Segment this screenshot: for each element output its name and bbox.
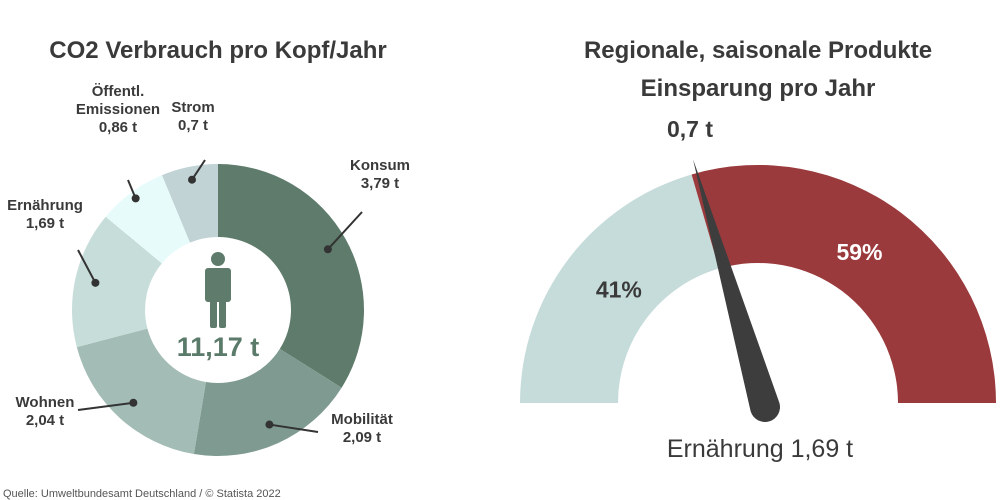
donut-leader-line-2 bbox=[77, 401, 134, 411]
donut-name-label-4: Öffentl. bbox=[92, 83, 145, 100]
gauge-percent-left: 41% bbox=[596, 277, 642, 303]
donut-name-label-0: Konsum bbox=[350, 157, 410, 174]
donut-title: CO2 Verbrauch pro Kopf/Jahr bbox=[49, 37, 386, 64]
donut-name-label-5: Strom bbox=[171, 99, 214, 116]
donut-value-label-3: 1,69 t bbox=[26, 215, 64, 232]
donut-name-label-2: Wohnen bbox=[16, 394, 75, 411]
gauge-title-line-1: Regionale, saisonale Produkte bbox=[584, 37, 932, 64]
donut-leader-dot-4 bbox=[131, 194, 140, 203]
donut-slice-4 bbox=[105, 175, 190, 264]
donut-total: 11,17 t bbox=[177, 332, 260, 362]
donut-slice-1 bbox=[193, 348, 342, 456]
donut-name-label-4: Emissionen bbox=[76, 101, 160, 118]
gauge-segment-0 bbox=[520, 174, 719, 403]
gauge-title-line-2: Einsparung pro Jahr bbox=[641, 75, 876, 102]
gauge-percent-right: 59% bbox=[836, 239, 882, 265]
gauge-needle-shape bbox=[693, 159, 780, 422]
person-icon bbox=[205, 252, 231, 328]
donut-slice-3 bbox=[71, 216, 162, 348]
donut-leader-dot-5 bbox=[188, 175, 197, 184]
donut-leader-dot-2 bbox=[129, 398, 138, 407]
donut-value-label-1: 2,09 t bbox=[343, 429, 381, 446]
gauge-needle bbox=[693, 159, 780, 422]
donut-slice-5 bbox=[161, 164, 218, 243]
donut-leader-dot-0 bbox=[323, 245, 332, 254]
donut-value-label-0: 3,79 t bbox=[361, 175, 399, 192]
gauge-segment-1 bbox=[691, 164, 996, 403]
donut-slice-0 bbox=[218, 164, 364, 388]
donut-value-label-4: 0,86 t bbox=[99, 119, 137, 136]
donut-leader-line-3 bbox=[77, 249, 97, 284]
donut-name-label-3: Ernährung bbox=[7, 197, 83, 214]
donut-chart bbox=[71, 164, 364, 456]
donut-leader-dot-1 bbox=[265, 420, 274, 429]
donut-leader-dot-3 bbox=[91, 278, 100, 287]
donut-name-label-1: Mobilität bbox=[331, 411, 393, 428]
gauge-chart bbox=[520, 164, 996, 403]
donut-value-label-2: 2,04 t bbox=[26, 412, 64, 429]
donut-slice-2 bbox=[76, 328, 206, 454]
source-note: Quelle: Umweltbundesamt Deutschland / © … bbox=[3, 488, 281, 500]
gauge-needle-value: 0,7 t bbox=[667, 116, 713, 142]
donut-value-label-5: 0,7 t bbox=[178, 117, 208, 134]
donut-leader-line-1 bbox=[269, 423, 319, 433]
donut-leader-line-0 bbox=[327, 211, 363, 250]
gauge-category-label: Ernährung 1,69 t bbox=[667, 435, 853, 463]
